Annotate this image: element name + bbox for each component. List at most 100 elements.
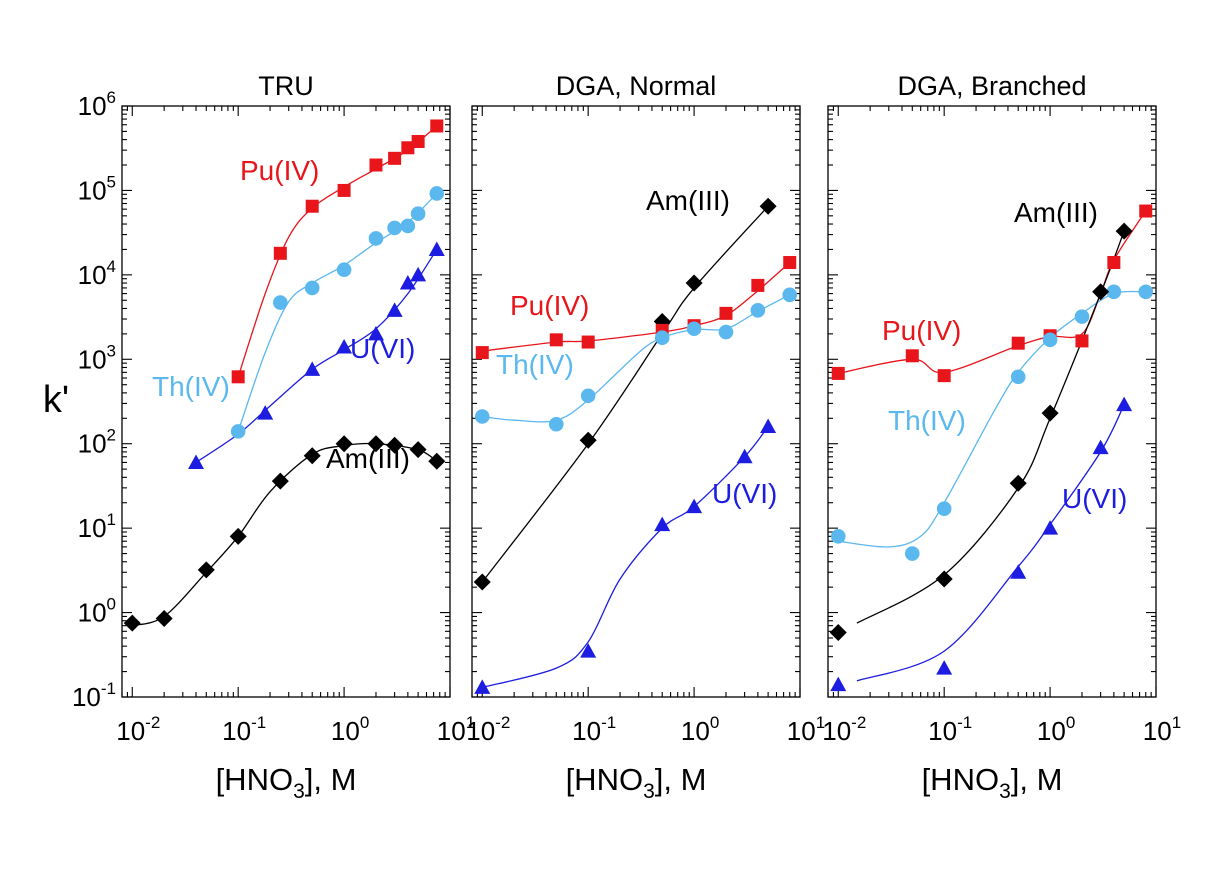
data-point (367, 325, 384, 341)
data-point (369, 158, 383, 172)
data-point (782, 287, 798, 303)
series-label: U(VI) (1062, 483, 1127, 514)
data-point (549, 333, 563, 347)
plot-frame (827, 105, 1157, 698)
x-tick-label: 100 (331, 713, 369, 746)
series-label: U(VI) (350, 333, 415, 364)
data-point (336, 262, 352, 278)
data-point (783, 256, 797, 270)
series-label: Pu(IV) (510, 290, 589, 321)
fit-curve (838, 290, 1146, 548)
series-label: Am(III) (1014, 197, 1098, 228)
plot-frame (471, 105, 801, 698)
data-point (410, 266, 427, 282)
data-point (430, 119, 444, 133)
panel-title: DGA, Normal (556, 71, 717, 101)
y-tick-label: 106 (78, 88, 116, 121)
data-point (830, 529, 846, 544)
data-point (1009, 474, 1027, 492)
series-u-vi- (830, 396, 1133, 692)
data-point (410, 206, 426, 222)
data-point (759, 197, 777, 215)
series-label: Pu(IV) (240, 155, 319, 186)
data-point (904, 546, 920, 561)
x-tick-label: 10-2 (466, 713, 510, 746)
data-point (305, 199, 319, 213)
data-point (654, 516, 671, 532)
fit-curve (482, 294, 791, 423)
data-point (580, 388, 596, 404)
data-point (1092, 283, 1110, 301)
data-point (1138, 284, 1154, 300)
y-tick-label: 100 (78, 595, 116, 628)
data-point (935, 570, 953, 588)
data-point (750, 303, 766, 318)
data-point (548, 416, 564, 432)
data-point (1115, 222, 1133, 240)
series-label: Am(III) (646, 185, 730, 216)
series-th-iv- (230, 186, 445, 439)
data-point (831, 366, 845, 380)
data-point (303, 447, 321, 465)
data-point (411, 134, 425, 148)
y-tick-label: 101 (78, 510, 116, 543)
data-point (401, 141, 415, 155)
data-point (581, 335, 595, 349)
y-tick-label: 10-1 (72, 679, 116, 712)
x-tick-label: 10-1 (928, 713, 972, 746)
data-point (718, 324, 734, 340)
series-am-iii- (829, 222, 1133, 642)
data-point (1042, 332, 1058, 348)
y-tick-label: 104 (78, 257, 116, 290)
data-point (337, 183, 351, 197)
x-tick-label: 101 (437, 713, 475, 746)
data-point (579, 431, 597, 449)
data-point (736, 448, 753, 464)
data-point (1074, 309, 1090, 324)
series-label: Th(IV) (888, 405, 966, 436)
data-point (273, 295, 288, 310)
data-point (1106, 284, 1122, 300)
data-point (1116, 396, 1133, 412)
data-point (830, 676, 847, 692)
data-point (229, 527, 247, 545)
data-point (123, 614, 141, 632)
data-point (760, 418, 777, 433)
data-point (654, 330, 670, 346)
data-point (231, 370, 245, 384)
panel-2: DGA, Normal 10-2 10-1 100 101 [HNO3], M Am(III… (466, 71, 825, 803)
series-am-iii- (473, 197, 777, 591)
data-point (751, 278, 765, 292)
data-point (936, 660, 953, 675)
x-tick-label: 10-2 (116, 713, 160, 746)
data-point (1139, 204, 1153, 218)
data-point (271, 472, 289, 490)
data-point (304, 280, 320, 296)
data-point (686, 321, 702, 337)
data-point (580, 643, 597, 658)
data-point (386, 436, 404, 454)
data-point (1075, 334, 1089, 348)
x-axis-label: [HNO3], M (566, 762, 707, 803)
data-point (367, 435, 385, 453)
data-point (368, 231, 384, 246)
data-point (155, 610, 173, 628)
x-tick-label: 100 (1037, 713, 1075, 746)
data-point (304, 361, 321, 376)
data-point (686, 498, 703, 514)
data-point (1010, 369, 1026, 385)
data-point (1011, 336, 1025, 350)
series-u-vi- (188, 241, 445, 469)
data-point (230, 424, 246, 439)
y-axis-label: k' (43, 379, 69, 421)
panel-3: DGA, Branched 10-2 10-1 100 101 [HNO3], M Pu(I… (822, 71, 1181, 803)
y-tick-label: 103 (78, 341, 116, 374)
fit-curve (481, 205, 769, 583)
series-u-vi- (474, 418, 777, 694)
data-point (685, 274, 703, 292)
data-point (1092, 439, 1109, 455)
data-point (409, 441, 427, 459)
panel-title: TRU (258, 71, 314, 101)
